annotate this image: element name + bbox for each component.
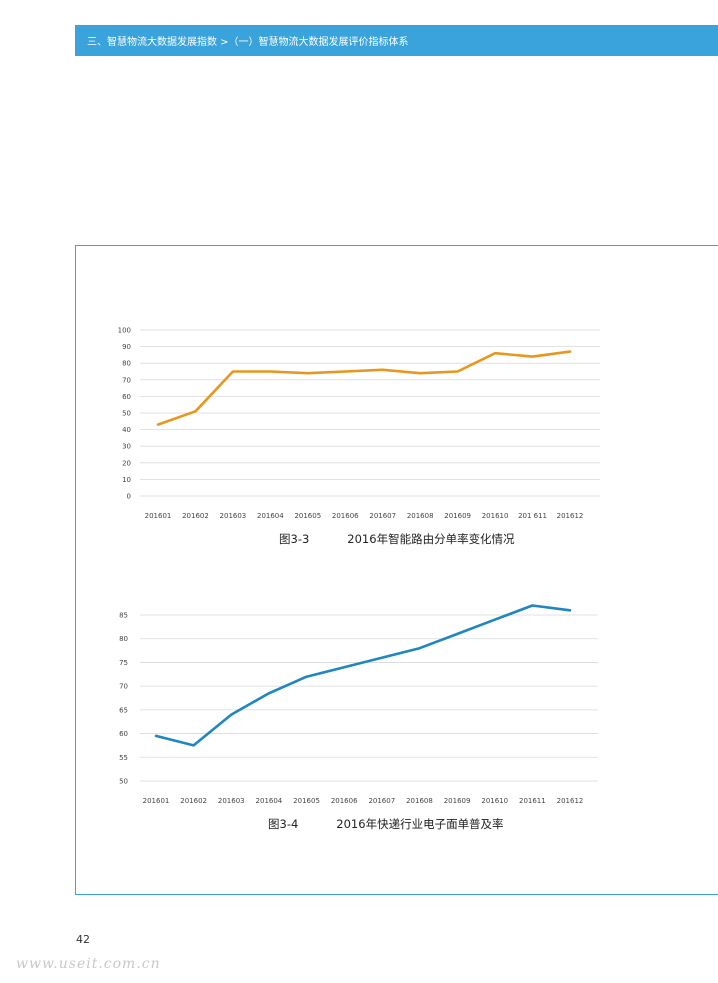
x-tick-label: 201609 bbox=[444, 512, 471, 520]
y-tick-label: 60 bbox=[122, 393, 131, 401]
x-tick-label: 201603 bbox=[220, 512, 247, 520]
x-tick-label: 201604 bbox=[257, 512, 284, 520]
figure-label: 图3-3 bbox=[279, 532, 310, 546]
y-tick-label: 100 bbox=[118, 327, 131, 335]
x-tick-label: 201601 bbox=[145, 512, 172, 520]
x-tick-label: 201605 bbox=[294, 512, 321, 520]
y-tick-label: 20 bbox=[122, 459, 131, 467]
figure-caption-3-3: 图3-3 2016年智能路由分单率变化情况 bbox=[279, 531, 515, 547]
y-tick-label: 90 bbox=[122, 343, 131, 351]
x-tick-label: 201612 bbox=[557, 512, 584, 520]
y-tick-label: 0 bbox=[127, 493, 131, 501]
x-tick-label: 201610 bbox=[482, 512, 509, 520]
y-tick-label: 70 bbox=[122, 376, 131, 384]
figure-frame bbox=[75, 245, 718, 895]
y-tick-label: 10 bbox=[122, 476, 131, 484]
figure-title: 2016年快递行业电子面单普及率 bbox=[336, 817, 504, 831]
header-bar: 三、智慧物流大数据发展指数 >（一）智慧物流大数据发展评价指标体系 bbox=[75, 25, 718, 56]
x-tick-label: 201607 bbox=[369, 512, 396, 520]
figure-caption-3-4: 图3-4 2016年快递行业电子面单普及率 bbox=[268, 816, 504, 832]
page-number: 42 bbox=[76, 933, 90, 946]
y-tick-label: 40 bbox=[122, 426, 131, 434]
x-tick-label: 201606 bbox=[332, 512, 359, 520]
figure-title: 2016年智能路由分单率变化情况 bbox=[347, 532, 515, 546]
x-tick-label: 201608 bbox=[407, 512, 434, 520]
y-tick-label: 50 bbox=[122, 410, 131, 418]
y-tick-label: 80 bbox=[122, 360, 131, 368]
breadcrumb: 三、智慧物流大数据发展指数 >（一）智慧物流大数据发展评价指标体系 bbox=[87, 37, 409, 48]
series-line bbox=[156, 350, 572, 426]
x-tick-label: 201602 bbox=[182, 512, 209, 520]
watermark: www.useit.com.cn bbox=[16, 956, 161, 972]
y-tick-label: 30 bbox=[122, 443, 131, 451]
figure-label: 图3-4 bbox=[268, 817, 299, 831]
x-tick-label: 201 611 bbox=[518, 512, 547, 520]
